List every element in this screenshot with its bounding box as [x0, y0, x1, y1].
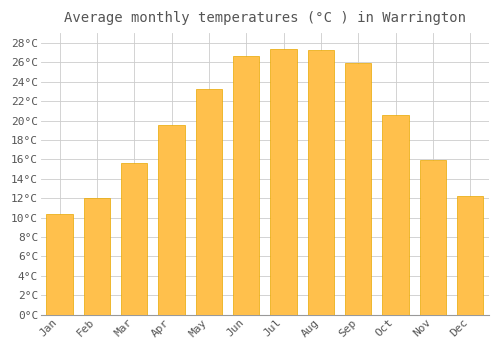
Bar — [158, 125, 184, 315]
Bar — [420, 160, 446, 315]
Bar — [382, 115, 408, 315]
Bar — [270, 49, 296, 315]
Title: Average monthly temperatures (°C ) in Warrington: Average monthly temperatures (°C ) in Wa… — [64, 11, 466, 25]
Bar — [121, 163, 148, 315]
Bar — [233, 56, 260, 315]
Bar — [84, 198, 110, 315]
Bar — [196, 89, 222, 315]
Bar — [46, 214, 72, 315]
Bar — [345, 63, 372, 315]
Bar — [308, 50, 334, 315]
Bar — [457, 196, 483, 315]
